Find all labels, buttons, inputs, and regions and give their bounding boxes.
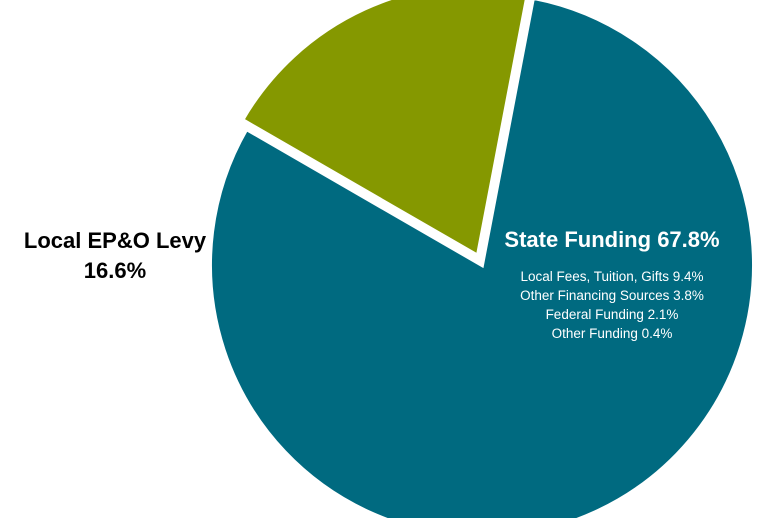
sub-item-value: 2.1%	[647, 307, 679, 322]
label-local-epo-levy-name: Local EP&O Levy	[23, 228, 207, 253]
label-state-funding-value: 67.8%	[657, 227, 720, 252]
slice-state-funding	[208, 0, 756, 518]
slice-local-epo-levy	[239, 0, 529, 260]
sub-item-local-fees: Local Fees, Tuition, Gifts 9.4%	[490, 267, 734, 286]
sub-item-label: Local Fees, Tuition, Gifts	[520, 269, 670, 284]
sub-item-federal-funding: Federal Funding 2.1%	[490, 305, 734, 324]
sub-item-value: 0.4%	[641, 326, 673, 341]
label-state-funding-name: State Funding	[504, 227, 652, 252]
sub-item-value: 9.4%	[672, 269, 704, 284]
label-state-funding: State Funding 67.8%	[484, 225, 740, 255]
sub-item-other-funding: Other Funding 0.4%	[490, 324, 734, 343]
sub-item-label: Other Funding	[551, 326, 638, 341]
label-local-epo-levy-value: 16.6%	[83, 258, 147, 283]
sub-item-label: Federal Funding	[545, 307, 644, 322]
sub-items-list: Local Fees, Tuition, Gifts 9.4% Other Fi…	[490, 267, 734, 343]
sub-item-other-financing: Other Financing Sources 3.8%	[490, 286, 734, 305]
sub-item-label: Other Financing Sources	[520, 288, 670, 303]
label-local-epo-levy: Local EP&O Levy 16.6%	[10, 226, 220, 286]
sub-item-value: 3.8%	[673, 288, 704, 303]
